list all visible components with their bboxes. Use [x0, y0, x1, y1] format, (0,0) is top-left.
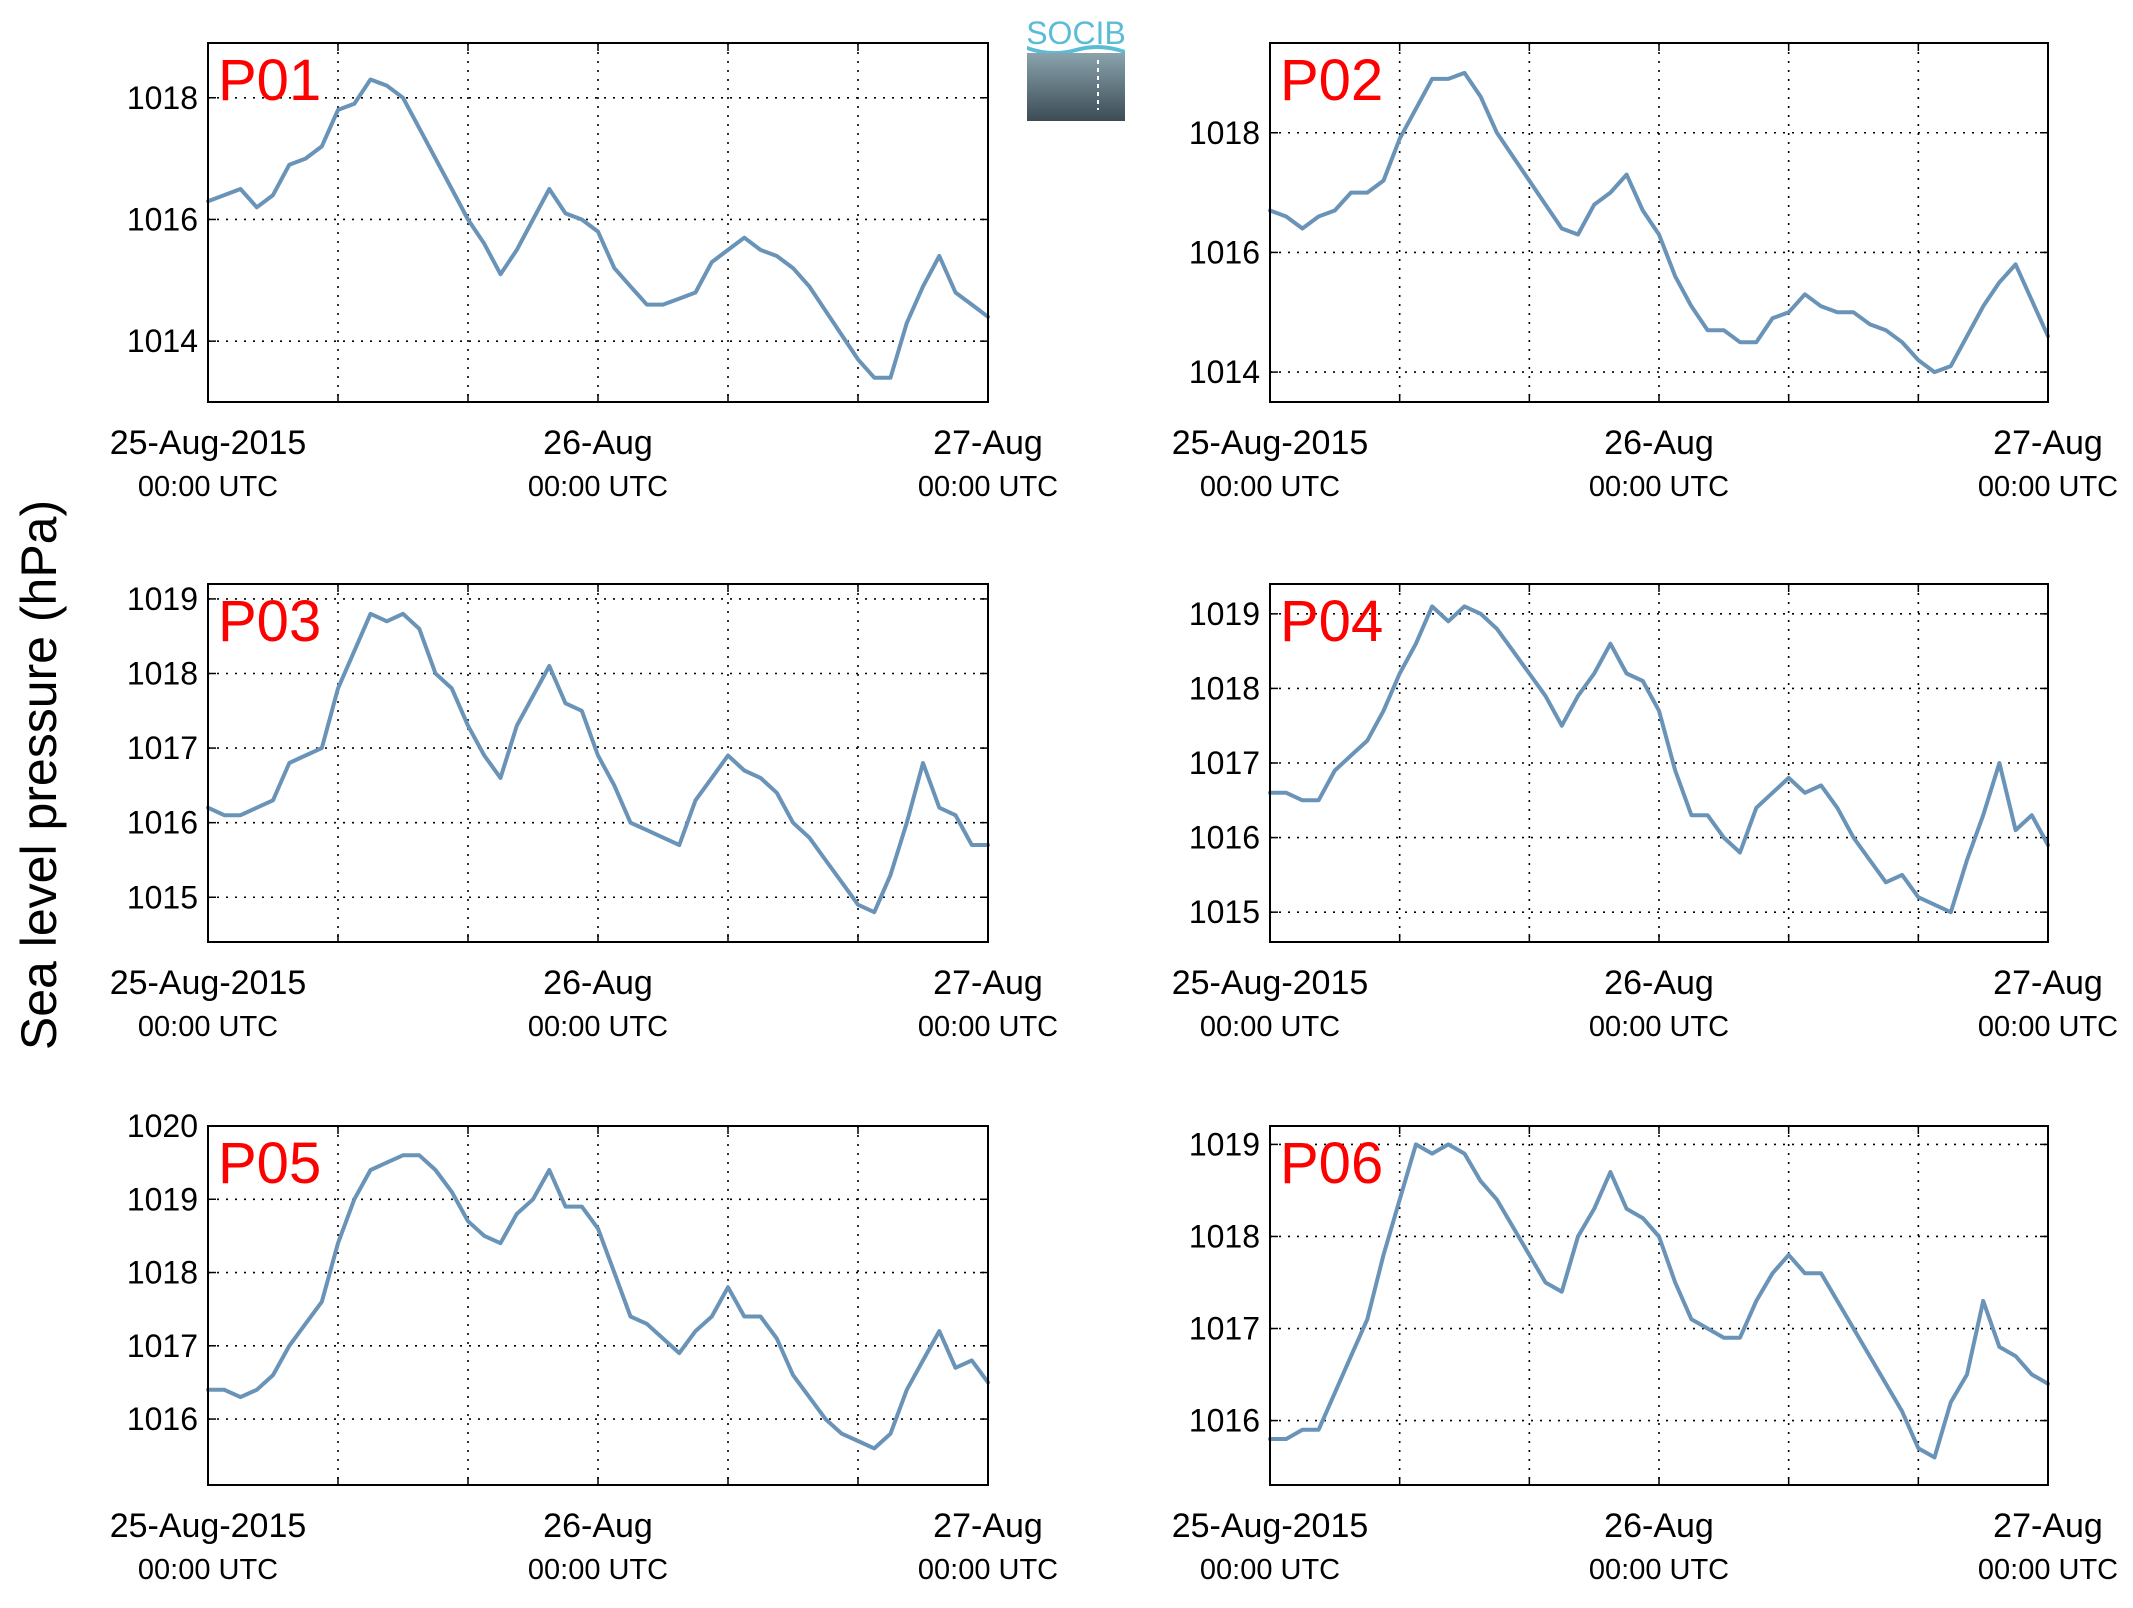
- x-tick-label-time: 00:00 UTC: [1978, 1554, 2118, 1586]
- y-tick-label: 1014: [1189, 354, 1260, 390]
- y-tick-label: 1018: [1189, 115, 1260, 151]
- y-tick-label: 1019: [1189, 596, 1260, 632]
- panel-p04: 1015 1016 1017 1018 1019 25-Aug-2015 00:00 UTC…: [1172, 583, 2118, 1043]
- y-tick-label: 1015: [127, 879, 198, 915]
- x-tick-label-date: 25-Aug-2015: [1172, 964, 1369, 1002]
- panel-label: P03: [218, 589, 321, 654]
- panel-p02: 1014 1016 1018 25-Aug-2015 00:00 UTC 26-Aug 00…: [1172, 42, 2118, 503]
- y-tick-label: 1014: [127, 323, 198, 359]
- x-tick-label-date: 26-Aug: [543, 424, 653, 462]
- axes-frame: [1269, 42, 2049, 403]
- series-line-p02: [1268, 70, 2050, 375]
- x-tick-label-time: 00:00 UTC: [1589, 1554, 1729, 1586]
- x-tick-label-time: 00:00 UTC: [918, 471, 1058, 503]
- x-tick-label-time: 00:00 UTC: [138, 471, 278, 503]
- panel-p03: 1015 1016 1017 1018 1019 25-Aug-2015 00:00 UTC…: [110, 581, 1058, 1043]
- x-tick-label-date: 27-Aug: [933, 1507, 1043, 1545]
- x-tick-label-date: 27-Aug: [1993, 964, 2103, 1002]
- x-tick-label-time: 00:00 UTC: [1200, 471, 1340, 503]
- panels: 1014 1016 1018 25-Aug-2015 00:00 UTC 26-Aug 00…: [110, 42, 2118, 1586]
- x-tick-label-date: 27-Aug: [1993, 1507, 2103, 1545]
- panel-label: P04: [1280, 589, 1383, 654]
- x-tick-label-time: 00:00 UTC: [528, 1011, 668, 1043]
- panel-p05: 1016 1017 1018 1019 1020 25-Aug-2015 00:00 UTC…: [110, 1108, 1058, 1586]
- axes-frame: [1269, 1125, 2049, 1486]
- series-line-p03: [206, 611, 990, 915]
- y-tick-label: 1016: [1189, 234, 1260, 270]
- series-line-p06: [1268, 1142, 2050, 1460]
- axes-frame: [207, 42, 989, 403]
- y-tick-label: 1016: [127, 805, 198, 841]
- panel-label: P05: [218, 1131, 321, 1196]
- panel-label: P02: [1280, 48, 1383, 113]
- y-tick-label: 1020: [127, 1108, 198, 1144]
- x-tick-label-time: 00:00 UTC: [528, 471, 668, 503]
- y-tick-label: 1019: [1189, 1126, 1260, 1162]
- socib-logo-wave: [1027, 44, 1125, 56]
- y-tick-label: 1015: [1189, 894, 1260, 930]
- socib-logo-block: [1027, 53, 1125, 121]
- x-tick-label-date: 27-Aug: [933, 964, 1043, 1002]
- axes-frame: [1269, 583, 2049, 943]
- x-tick-label-time: 00:00 UTC: [1200, 1011, 1340, 1043]
- x-tick-label-date: 26-Aug: [543, 1507, 653, 1545]
- socib-logo: SOCIB: [1026, 15, 1126, 121]
- x-tick-label-date: 25-Aug-2015: [110, 964, 307, 1002]
- y-tick-label: 1017: [1189, 745, 1260, 781]
- y-axis-label: Sea level pressure (hPa): [11, 500, 67, 1050]
- y-tick-label: 1018: [127, 656, 198, 692]
- panel-label: P06: [1280, 1131, 1383, 1196]
- panel-p01: 1014 1016 1018 25-Aug-2015 00:00 UTC 26-Aug 00…: [110, 42, 1058, 503]
- x-tick-label-time: 00:00 UTC: [918, 1011, 1058, 1043]
- y-tick-label: 1016: [1189, 820, 1260, 856]
- x-tick-label-date: 25-Aug-2015: [110, 424, 307, 462]
- socib-logo-text: SOCIB: [1026, 15, 1126, 51]
- y-tick-label: 1019: [127, 1181, 198, 1217]
- x-tick-label-time: 00:00 UTC: [1589, 1011, 1729, 1043]
- y-tick-label: 1016: [127, 1401, 198, 1437]
- x-tick-label-date: 25-Aug-2015: [110, 1507, 307, 1545]
- axes-frame: [207, 1125, 989, 1486]
- x-tick-label-date: 27-Aug: [933, 424, 1043, 462]
- series-line-p05: [206, 1153, 990, 1451]
- x-tick-label-date: 25-Aug-2015: [1172, 1507, 1369, 1545]
- x-tick-label-date: 25-Aug-2015: [1172, 424, 1369, 462]
- series-line-p01: [206, 77, 990, 380]
- y-tick-label: 1018: [127, 1255, 198, 1291]
- x-tick-label-time: 00:00 UTC: [138, 1554, 278, 1586]
- x-tick-label-time: 00:00 UTC: [528, 1554, 668, 1586]
- x-tick-label-time: 00:00 UTC: [918, 1554, 1058, 1586]
- x-tick-label-date: 26-Aug: [1604, 964, 1714, 1002]
- axes-frame: [207, 583, 989, 943]
- y-tick-label: 1017: [127, 730, 198, 766]
- y-tick-label: 1017: [127, 1328, 198, 1364]
- y-tick-label: 1018: [1189, 670, 1260, 706]
- x-tick-label-time: 00:00 UTC: [1978, 1011, 2118, 1043]
- panel-label: P01: [218, 48, 321, 113]
- y-tick-label: 1019: [127, 581, 198, 617]
- x-tick-label-time: 00:00 UTC: [1200, 1554, 1340, 1586]
- x-tick-label-time: 00:00 UTC: [138, 1011, 278, 1043]
- y-tick-label: 1016: [127, 201, 198, 237]
- x-tick-label-time: 00:00 UTC: [1978, 471, 2118, 503]
- x-tick-label-date: 26-Aug: [543, 964, 653, 1002]
- x-tick-label-date: 26-Aug: [1604, 424, 1714, 462]
- y-tick-label: 1016: [1189, 1403, 1260, 1439]
- x-tick-label-date: 26-Aug: [1604, 1507, 1714, 1545]
- y-tick-label: 1018: [1189, 1218, 1260, 1254]
- x-tick-label-date: 27-Aug: [1993, 424, 2103, 462]
- y-tick-label: 1017: [1189, 1311, 1260, 1347]
- panel-p06: 1016 1017 1018 1019 25-Aug-2015 00:00 UTC 26-A…: [1172, 1125, 2118, 1586]
- series-line-p04: [1268, 604, 2050, 915]
- y-tick-label: 1018: [127, 80, 198, 116]
- x-tick-label-time: 00:00 UTC: [1589, 471, 1729, 503]
